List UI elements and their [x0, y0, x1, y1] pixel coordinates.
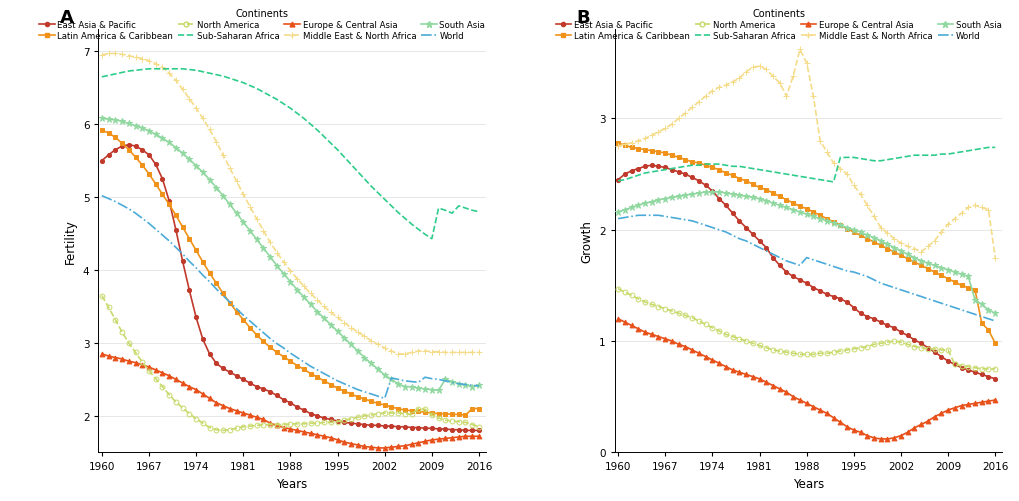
- Y-axis label: Fertility: Fertility: [64, 219, 77, 264]
- Legend: East Asia & Pacific, Latin America & Caribbean, North America, Sub-Saharan Afric: East Asia & Pacific, Latin America & Car…: [40, 10, 485, 41]
- Text: A: A: [60, 10, 73, 27]
- Legend: East Asia & Pacific, Latin America & Caribbean, North America, Sub-Saharan Afric: East Asia & Pacific, Latin America & Car…: [555, 10, 1001, 41]
- Text: B: B: [576, 10, 589, 27]
- Y-axis label: Growth: Growth: [580, 220, 593, 263]
- X-axis label: Years: Years: [276, 477, 308, 490]
- X-axis label: Years: Years: [792, 477, 823, 490]
